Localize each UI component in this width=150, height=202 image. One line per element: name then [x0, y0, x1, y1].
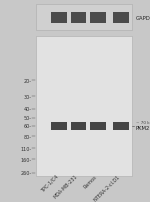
Text: Ramos: Ramos	[83, 173, 98, 188]
Text: 50-: 50-	[24, 116, 32, 121]
Text: 260-: 260-	[20, 170, 32, 175]
Bar	[70, 13, 86, 24]
Text: 80-: 80-	[24, 134, 32, 139]
Text: MDA-MB-231: MDA-MB-231	[52, 173, 78, 199]
Text: 40-: 40-	[24, 107, 32, 112]
Bar	[90, 13, 106, 24]
Bar	[51, 13, 67, 24]
Text: GAPDH: GAPDH	[136, 16, 150, 21]
Bar	[113, 13, 129, 24]
Text: 110-: 110-	[20, 146, 32, 151]
Bar	[70, 122, 86, 130]
Bar	[36, 5, 132, 31]
Text: 160-: 160-	[20, 157, 32, 162]
Text: TPC-1/C4: TPC-1/C4	[40, 173, 59, 193]
Text: 20-: 20-	[24, 78, 32, 83]
Bar	[36, 36, 132, 176]
Bar	[51, 122, 67, 130]
Bar	[90, 122, 106, 130]
Bar	[113, 122, 129, 130]
Text: NTERA-2-cl.D1: NTERA-2-cl.D1	[93, 173, 121, 202]
Text: ~ 70 kDa: ~ 70 kDa	[136, 121, 150, 125]
Text: 30-: 30-	[24, 95, 32, 99]
Text: 60-: 60-	[24, 124, 32, 129]
Text: PKM2: PKM2	[136, 125, 150, 130]
